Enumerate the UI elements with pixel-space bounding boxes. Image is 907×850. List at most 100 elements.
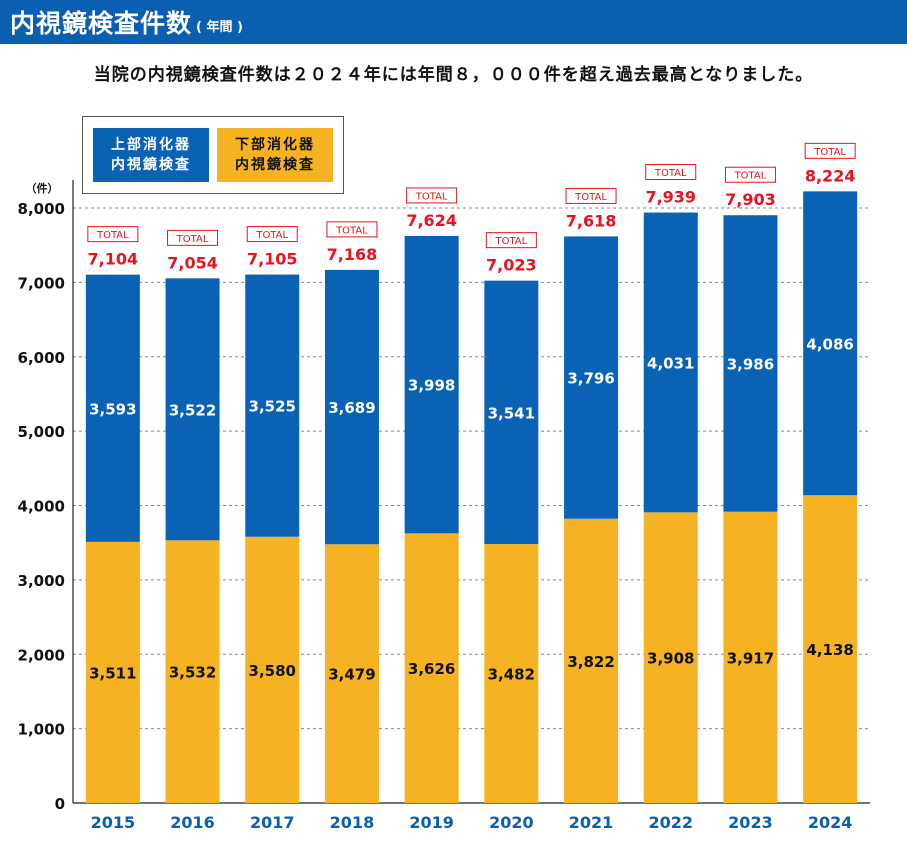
y-tick-label: 7,000 [18, 274, 65, 292]
legend-upper-gi-endoscopy: 上部消化器 内視鏡検査 [93, 128, 209, 182]
legend-lower-line2: 内視鏡検査 [235, 157, 315, 173]
value-label-upper-2021: 3,796 [567, 370, 614, 388]
total-tag-2015: TOTAL [96, 230, 129, 241]
value-label-upper-2019: 3,998 [408, 377, 455, 395]
value-label-lower-2021: 3,822 [567, 653, 614, 671]
legend-upper-line1: 上部消化器 [111, 137, 191, 153]
total-tag-box-2018 [326, 221, 378, 238]
bar-upper-2020 [484, 280, 539, 545]
value-label-upper-2016: 3,522 [169, 401, 216, 419]
total-value-2023: 7,903 [725, 190, 776, 209]
x-tick-label-2015: 2015 [91, 813, 136, 832]
total-value-2021: 7,618 [566, 211, 617, 230]
value-label-lower-2018: 3,479 [328, 666, 375, 684]
total-tag-2018: TOTAL [335, 225, 368, 236]
bar-upper-2016 [165, 278, 220, 541]
total-value-2016: 7,054 [167, 253, 218, 272]
value-label-lower-2024: 4,138 [806, 641, 853, 659]
total-value-2024: 8,224 [805, 166, 856, 185]
total-value-2015: 7,104 [88, 250, 139, 269]
value-label-upper-2017: 3,525 [249, 398, 296, 416]
y-tick-label: 1,000 [18, 721, 65, 739]
value-label-lower-2017: 3,580 [249, 662, 296, 680]
bar-upper-2024 [803, 191, 858, 496]
title-bar: 内視鏡検査件数 ( 年間 ) [0, 0, 907, 44]
total-tag-2022: TOTAL [654, 168, 687, 179]
total-value-2017: 7,105 [247, 250, 298, 269]
bar-lower-2024 [803, 495, 858, 803]
y-tick-label: 5,000 [18, 423, 65, 441]
page-title-unit: ( 年間 ) [196, 19, 243, 35]
total-tag-box-2021 [565, 187, 617, 204]
x-tick-label-2022: 2022 [648, 813, 693, 832]
total-tag-box-2016 [167, 229, 219, 246]
total-tag-box-2024 [804, 142, 856, 159]
value-label-upper-2022: 4,031 [647, 354, 694, 372]
total-tag-box-2022 [645, 164, 697, 181]
bar-upper-2019 [404, 235, 459, 534]
value-label-lower-2016: 3,532 [169, 664, 216, 682]
y-tick-label: 6,000 [18, 349, 65, 367]
bar-upper-2023 [723, 215, 778, 512]
value-label-lower-2019: 3,626 [408, 660, 455, 678]
chart-legend: 上部消化器 内視鏡検査 下部消化器 内視鏡検査 [82, 116, 344, 194]
y-tick-label: 2,000 [18, 646, 65, 664]
y-tick-label: 8,000 [18, 200, 65, 218]
legend-upper-line2: 内視鏡検査 [111, 157, 191, 173]
total-tag-2023: TOTAL [734, 171, 767, 182]
x-tick-label-2018: 2018 [330, 813, 375, 832]
bar-upper-2017 [245, 274, 300, 537]
x-tick-label-2017: 2017 [250, 813, 295, 832]
total-tag-2024: TOTAL [813, 147, 846, 158]
x-tick-label-2016: 2016 [170, 813, 215, 832]
value-label-upper-2015: 3,593 [89, 400, 136, 418]
x-tick-label-2019: 2019 [409, 813, 454, 832]
bar-lower-2016 [165, 540, 220, 803]
total-value-2020: 7,023 [486, 256, 537, 275]
value-label-upper-2024: 4,086 [806, 335, 853, 353]
x-tick-label-2020: 2020 [489, 813, 534, 832]
bar-lower-2017 [245, 536, 300, 803]
bar-upper-2022 [643, 212, 698, 513]
chart-subtitle: 当院の内視鏡検査件数は２０２４年には年間８，０００件を超え過去最高となりました。 [93, 65, 814, 85]
x-tick-label-2021: 2021 [569, 813, 614, 832]
total-value-2019: 7,624 [406, 211, 457, 230]
bar-upper-2021 [564, 236, 619, 519]
bar-lower-2021 [564, 518, 619, 803]
bar-lower-2018 [324, 544, 379, 803]
total-tag-box-2023 [724, 166, 776, 183]
bar-lower-2022 [643, 512, 698, 803]
bar-lower-2015 [85, 541, 140, 803]
value-label-upper-2018: 3,689 [328, 399, 375, 417]
total-tag-2016: TOTAL [176, 234, 209, 245]
page-title: 内視鏡検査件数 [10, 9, 193, 38]
x-tick-label-2023: 2023 [728, 813, 773, 832]
total-tag-box-2015 [87, 226, 139, 243]
total-tag-box-2017 [246, 226, 298, 243]
value-label-lower-2015: 3,511 [89, 664, 136, 682]
legend-lower-gi-endoscopy: 下部消化器 内視鏡検査 [217, 128, 333, 182]
value-label-lower-2020: 3,482 [488, 666, 535, 684]
legend-lower-line1: 下部消化器 [235, 137, 315, 153]
total-tag-2020: TOTAL [494, 236, 527, 247]
y-axis-label: （件） [26, 181, 59, 195]
total-tag-2021: TOTAL [574, 192, 607, 203]
bar-upper-2015 [85, 274, 140, 542]
y-tick-label: 3,000 [18, 572, 65, 590]
bar-lower-2020 [484, 544, 539, 803]
y-tick-label: 4,000 [18, 498, 65, 516]
bar-lower-2019 [404, 533, 459, 803]
value-label-upper-2020: 3,541 [488, 404, 535, 422]
x-tick-label-2024: 2024 [808, 813, 853, 832]
total-tag-2017: TOTAL [255, 230, 288, 241]
total-value-2022: 7,939 [645, 188, 696, 207]
value-label-upper-2023: 3,986 [727, 355, 774, 373]
bar-upper-2018 [324, 269, 379, 545]
value-label-lower-2023: 3,917 [727, 649, 774, 667]
value-label-lower-2022: 3,908 [647, 650, 694, 668]
bar-lower-2023 [723, 511, 778, 803]
total-value-2018: 7,168 [327, 245, 378, 264]
total-tag-box-2019 [406, 187, 458, 204]
total-tag-2019: TOTAL [415, 191, 448, 202]
y-tick-label: 0 [55, 795, 65, 813]
